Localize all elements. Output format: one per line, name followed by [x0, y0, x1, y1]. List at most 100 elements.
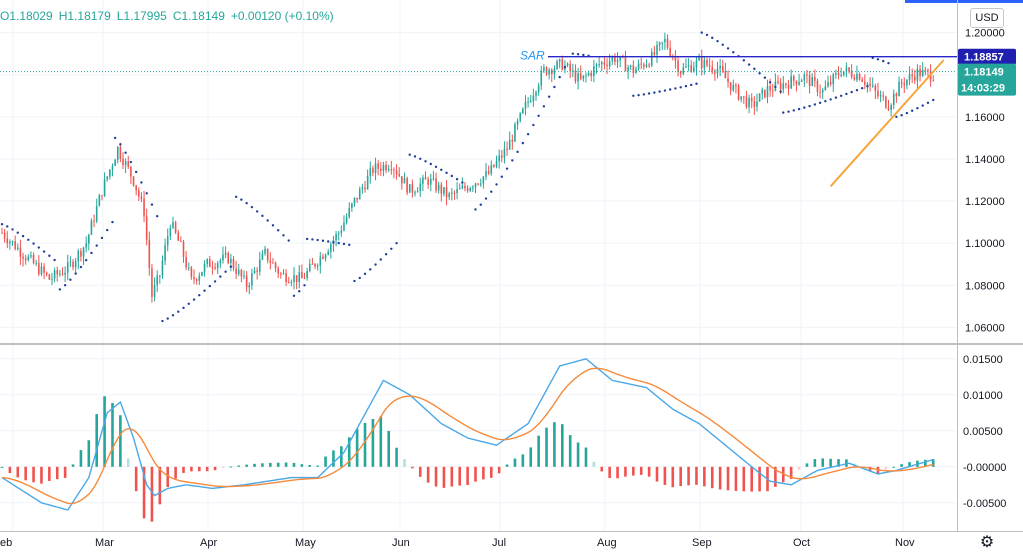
candle-body — [256, 270, 258, 272]
sar-dot — [932, 98, 935, 102]
sar-dot — [658, 90, 661, 93]
candle-body — [748, 97, 750, 108]
sar-dot — [674, 87, 677, 90]
sar-dot — [455, 178, 459, 181]
macd-hist-bar — [505, 464, 509, 467]
candle-body — [369, 168, 372, 176]
candle-body — [448, 193, 450, 198]
candle-body — [72, 261, 74, 268]
candle-body — [290, 282, 293, 284]
macd-hist-bar — [40, 466, 43, 484]
candle-body — [629, 65, 632, 68]
candle-body — [735, 84, 737, 86]
sar-dot — [429, 162, 432, 166]
sar-dot — [647, 92, 651, 95]
top-accent-bar — [905, 0, 1023, 3]
macd-hist-bar — [750, 466, 754, 492]
candle-body — [140, 196, 143, 199]
candle-body — [892, 93, 895, 105]
candle-body — [74, 261, 77, 268]
macd-hist-bar — [584, 447, 588, 467]
macd-hist-bar — [718, 466, 722, 490]
candle-body — [850, 71, 853, 77]
sar-dot — [479, 203, 482, 206]
candle-body — [137, 190, 140, 197]
candle-body — [900, 81, 903, 84]
candle-body — [556, 61, 558, 69]
sar-dot — [358, 276, 361, 280]
candle-body — [466, 188, 469, 191]
macd-hist-bar — [387, 430, 390, 467]
candle-body — [427, 179, 429, 185]
sar-dot — [774, 85, 777, 89]
candle-body — [490, 164, 493, 174]
candle-body — [758, 93, 761, 102]
candle-body — [495, 161, 498, 167]
sar-dot — [305, 237, 309, 241]
candle-body — [408, 184, 411, 193]
axis-labels: 1.200001.180001.160001.140001.120001.100… — [0, 28, 1016, 549]
candle-body — [674, 57, 677, 61]
candle-body — [440, 184, 443, 194]
sar-dot — [219, 275, 222, 278]
sar-dot — [490, 190, 493, 193]
sar-dot — [495, 183, 498, 186]
candle-body — [172, 222, 174, 228]
candle-body — [792, 76, 795, 81]
macd-hist-bar — [789, 466, 793, 479]
currency-button[interactable]: USD — [970, 8, 1004, 28]
candle-body — [516, 120, 519, 125]
candle-body — [911, 74, 913, 77]
macd-hist-bar — [174, 466, 177, 479]
macd-hist-bar — [48, 466, 51, 481]
sar-price-badge — [958, 48, 1016, 65]
macd-hist-bar — [632, 466, 635, 476]
pane-separator[interactable] — [0, 343, 1023, 345]
sar-dot — [271, 224, 275, 227]
macd-hist-bar — [166, 466, 170, 487]
price-tick-label: 1.10000 — [965, 238, 1005, 250]
candle-body — [458, 188, 461, 190]
candle-body — [248, 285, 251, 288]
candle-body — [24, 258, 27, 261]
sar-dot — [213, 280, 217, 283]
candle-body — [109, 169, 111, 177]
candle-body — [403, 178, 406, 184]
sar-dot — [637, 93, 640, 97]
gear-icon[interactable]: ⚙ — [979, 534, 995, 551]
macd-hist-bar — [308, 464, 312, 467]
candle-body — [322, 256, 324, 259]
candle-body — [469, 187, 472, 191]
sar-dot — [866, 85, 869, 88]
sar-dot — [829, 98, 832, 101]
sar-dot — [229, 265, 233, 268]
candle-body — [124, 161, 127, 166]
macd-hist-bar — [347, 437, 351, 467]
candle-body — [771, 90, 774, 92]
candle-body — [645, 64, 648, 67]
candle-body — [643, 64, 645, 67]
candle-body — [890, 104, 892, 110]
signal-line — [1, 367, 934, 505]
sar-dot — [79, 265, 83, 269]
candlestick-series — [1, 32, 935, 303]
macd-hist-bar — [229, 466, 233, 468]
macd-hist-bar — [269, 462, 272, 467]
candle-body — [932, 80, 935, 82]
candle-body — [719, 66, 721, 69]
sar-dot — [803, 106, 806, 109]
candle-body — [706, 59, 708, 66]
sar-dot — [0, 223, 4, 226]
candle-body — [90, 220, 93, 235]
sar-dot — [390, 247, 393, 250]
macd-hist-bar — [221, 466, 225, 468]
sar-dot — [303, 284, 306, 287]
time-tick-label: Sep — [692, 537, 712, 549]
macd-hist-bar — [71, 464, 75, 467]
sar-dot — [245, 201, 248, 205]
candle-body — [561, 59, 564, 70]
candle-body — [190, 267, 193, 277]
sar-dot — [461, 181, 464, 184]
macd-hist-bar — [671, 466, 675, 488]
